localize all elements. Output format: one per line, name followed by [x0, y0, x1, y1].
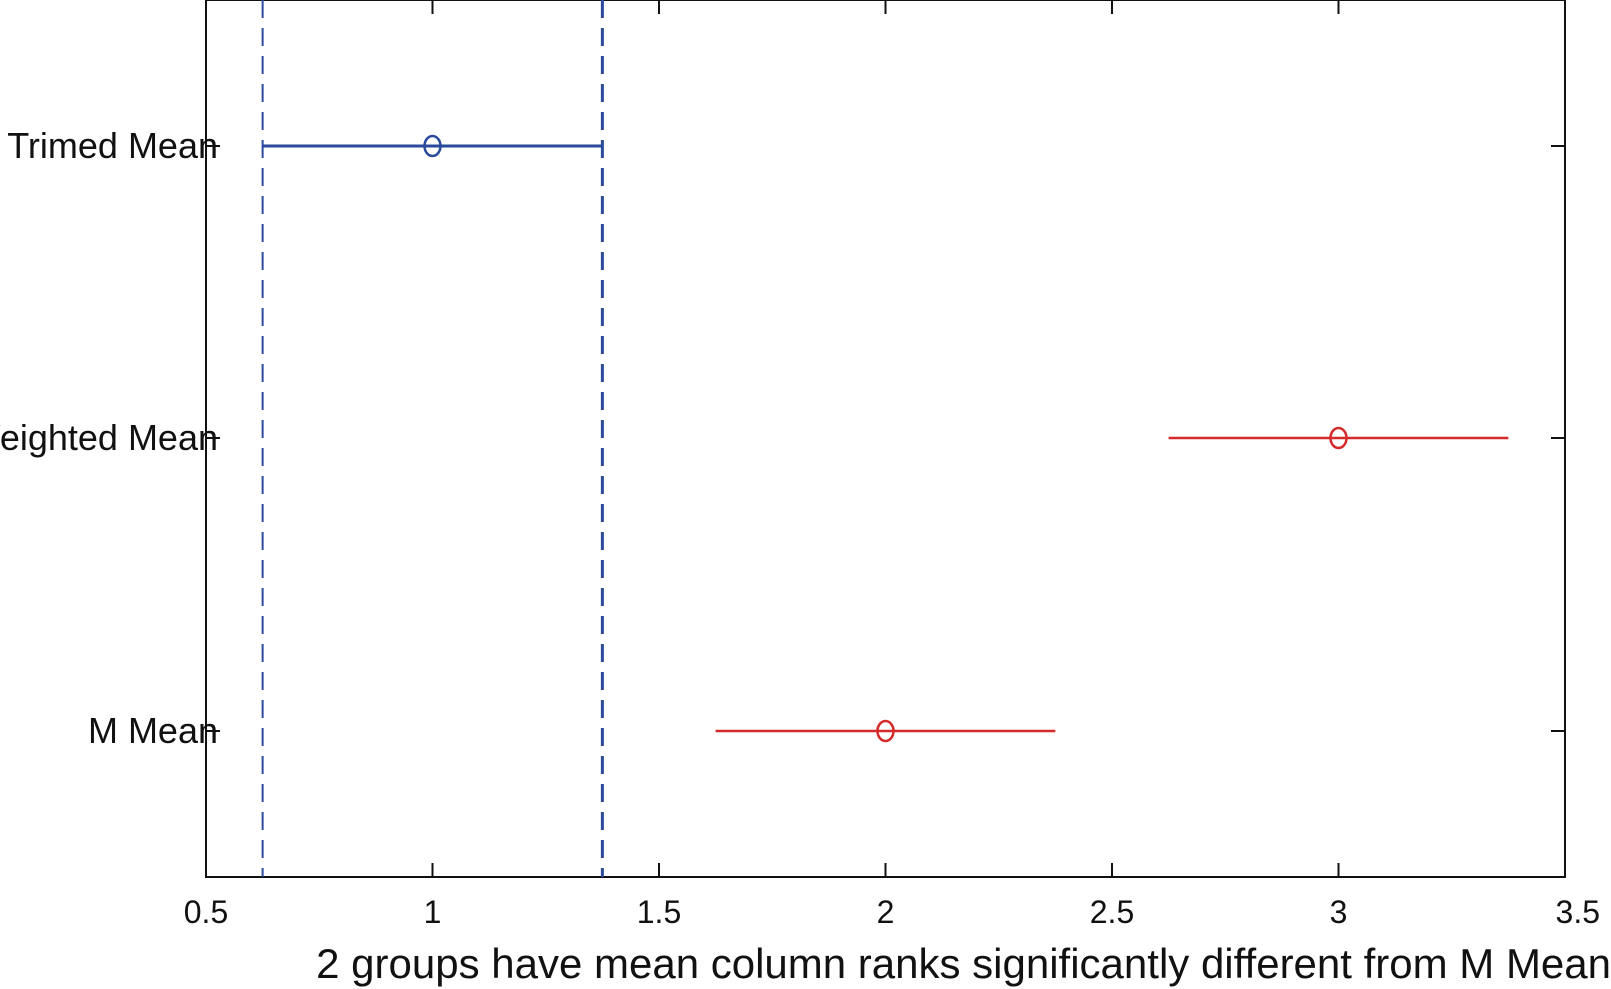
mean-marker: [876, 719, 895, 743]
x-tick-label: 2.5: [1090, 894, 1134, 930]
mean-marker: [423, 134, 442, 158]
x-tick-label: 1: [424, 894, 442, 930]
reference-lines: [261, 0, 604, 877]
y-axis-ticks: Trimed Mean Weighted Mean M Mean: [0, 125, 1565, 751]
mean-marker: [1329, 426, 1348, 450]
x-tick-label: 3.5: [1556, 894, 1600, 930]
category-label: M Mean: [88, 710, 218, 751]
x-tick-label: 3: [1330, 894, 1348, 930]
x-axis-ticks: 0.5 1 1.5 2 2.5 3 3.5: [184, 0, 1600, 930]
x-tick-label: 0.5: [184, 894, 228, 930]
x-axis-title: 2 groups have mean column ranks signific…: [316, 940, 1611, 987]
category-label: Trimed Mean: [7, 125, 218, 166]
x-tick-label: 2: [877, 894, 895, 930]
category-label: Weighted Mean: [0, 417, 218, 458]
x-tick-label: 1.5: [637, 894, 681, 930]
interval-marks: [262, 134, 1509, 743]
